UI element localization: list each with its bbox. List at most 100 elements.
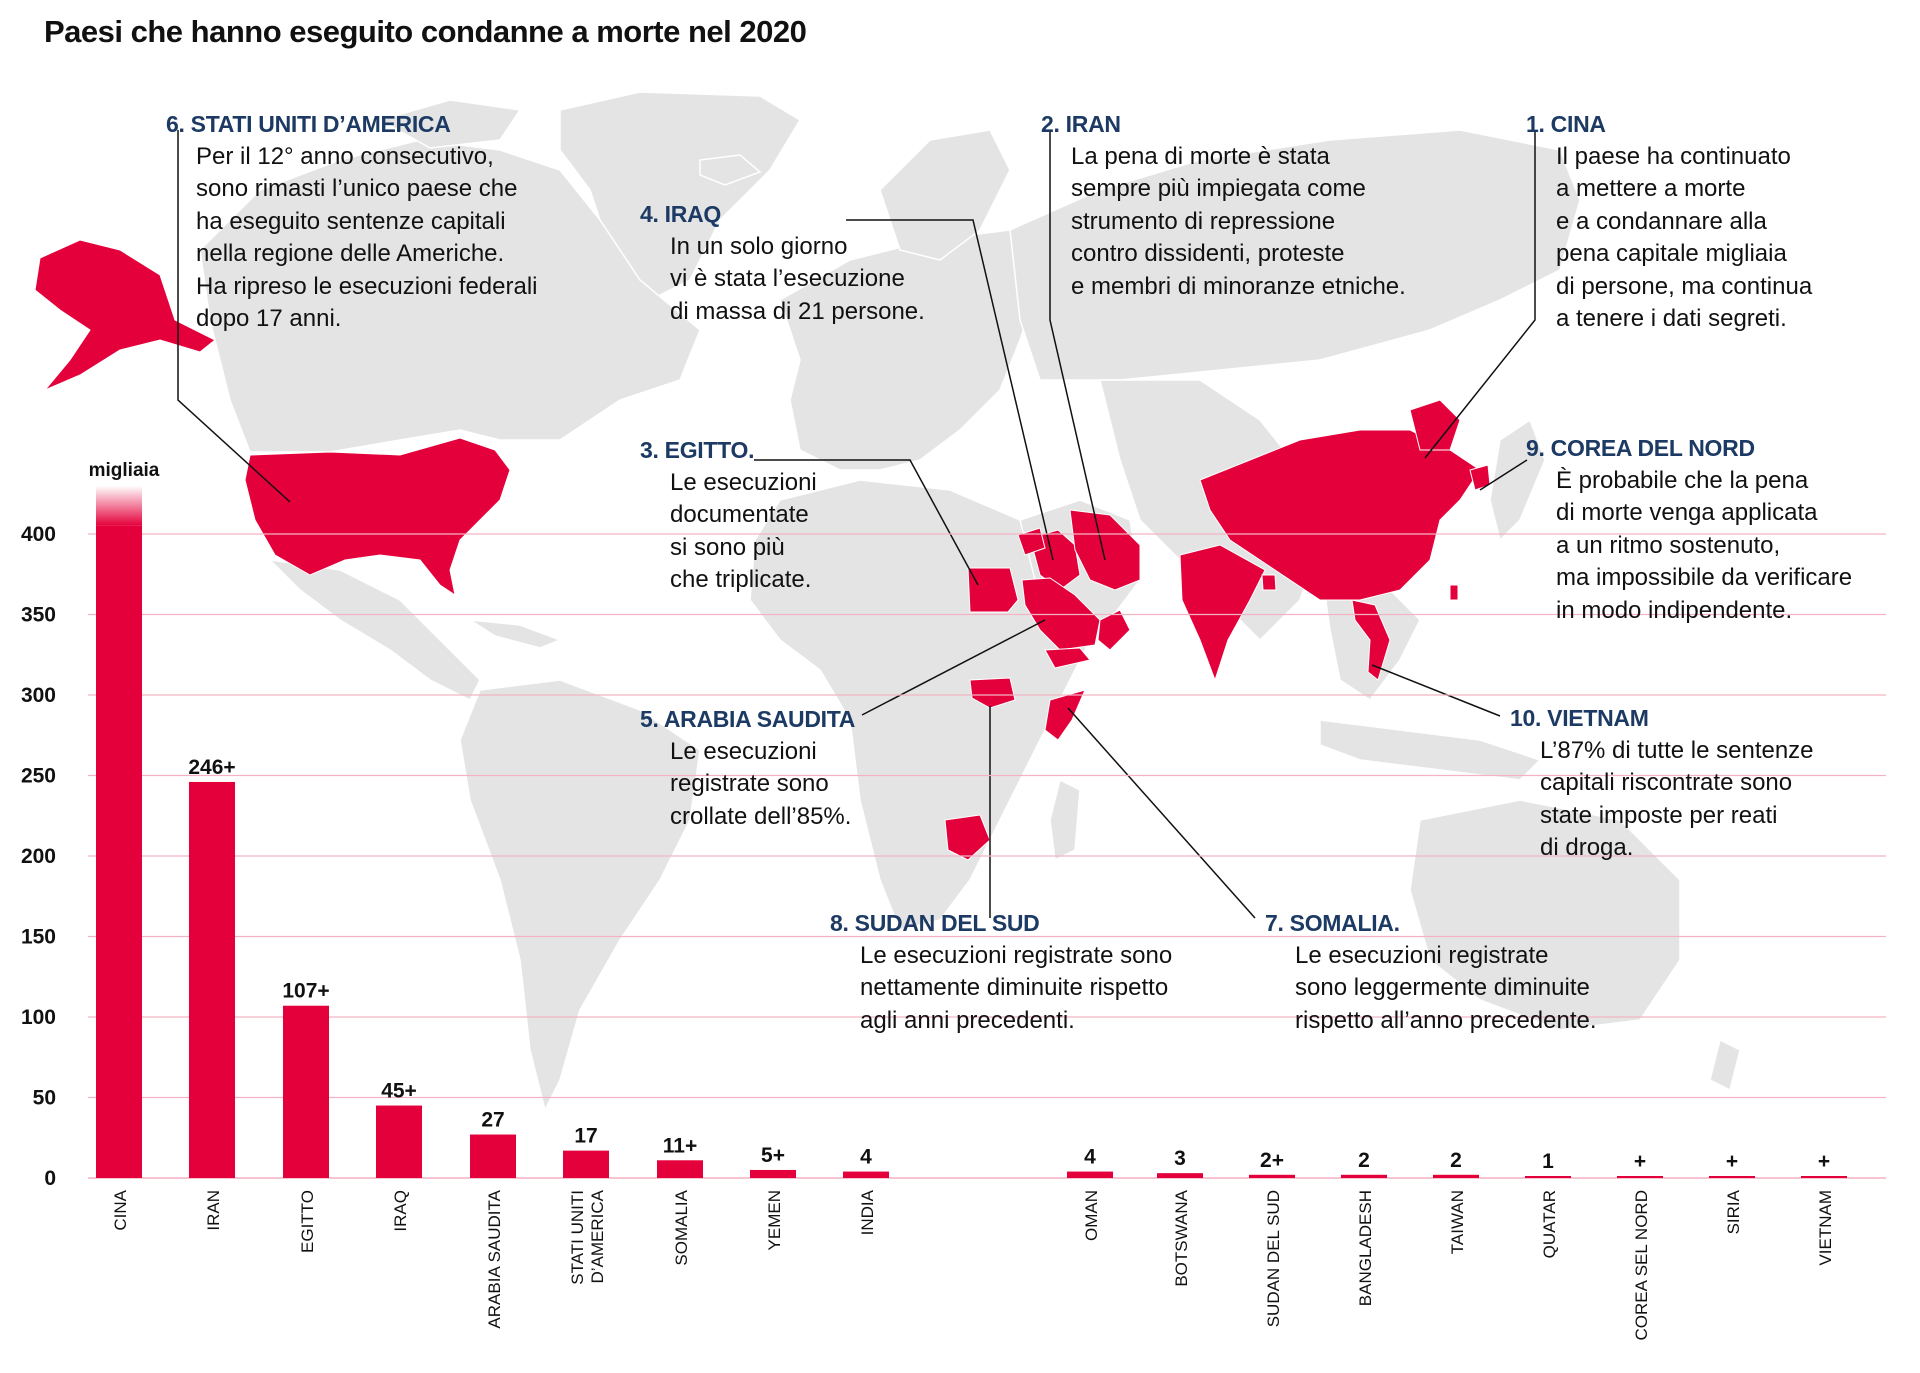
bar (1617, 1176, 1663, 1178)
map-yemen (1044, 647, 1091, 669)
bar (1433, 1174, 1479, 1178)
map-iran (1069, 509, 1141, 591)
y-axis-ticks: 0 50 100 150 200 250 300 350 400 (21, 523, 56, 1190)
annotation-heading: 6. STATI UNITI D’AMERICA (166, 111, 451, 137)
leader-iran (1049, 130, 1106, 561)
bar-value-label: 107+ (282, 980, 329, 1003)
annotation-text: In un solo giorno vi è stata l’esecuzion… (670, 232, 925, 325)
map-manchuria (1409, 399, 1461, 451)
map-alaska (34, 239, 216, 391)
x-tick-label: BANGLADESH (1356, 1190, 1375, 1306)
map-iceland (699, 154, 762, 186)
map-taiwan (1449, 584, 1459, 601)
leader-vietnam (1371, 664, 1501, 717)
bar (1157, 1173, 1203, 1178)
x-tick-label: CINA (111, 1189, 130, 1230)
bar (376, 1105, 422, 1178)
leader-corea (1479, 459, 1528, 491)
annotation-text: Le esecuzioni registrate sono crollate d… (670, 737, 852, 830)
y-tick-label: 300 (21, 684, 56, 707)
x-tick-label: COREA SEL NORD (1632, 1190, 1651, 1341)
x-tick-label: SOMALIA (672, 1189, 691, 1265)
x-tick-label: IRAN (204, 1190, 223, 1231)
bar (1341, 1174, 1387, 1178)
page-title: Paesi che hanno eseguito condanne a mort… (44, 14, 807, 49)
annotation-sudan: 8. SUDAN DEL SUD Le esecuzioni registrat… (830, 907, 1172, 1037)
y-tick-label: 50 (33, 1087, 56, 1110)
bar-overflow-fade (96, 485, 142, 526)
x-tick-label: EGITTO (298, 1190, 317, 1253)
bar-value-labels: 246+ 107+ 45+ 27 17 11+ 5+ 4 4 3 2+ 2 2 1 + + + (188, 756, 1830, 1173)
y-axis-label: migliaia (89, 460, 160, 481)
annotation-text: Le esecuzioni registrate sono nettamente… (860, 941, 1173, 1034)
bar-value-label: + (1634, 1150, 1646, 1173)
bar (1249, 1174, 1295, 1178)
annotation-usa: 6. STATI UNITI D’AMERICA Per il 12° anno… (166, 108, 538, 336)
map-syria (1017, 527, 1046, 556)
annotation-text: La pena di morte è stata sempre più impi… (1071, 142, 1406, 300)
annotation-text: Le esecuzioni documentate si sono più ch… (670, 468, 817, 594)
x-tick-label: BOTSWANA (1172, 1189, 1191, 1286)
bar (1801, 1176, 1847, 1178)
map-north-korea (1469, 464, 1491, 491)
annotation-iraq: 4. IRAQ In un solo giorno vi è stata l’e… (640, 198, 925, 328)
y-tick-label: 0 (44, 1167, 56, 1190)
map-madagascar (1049, 778, 1081, 862)
annotation-arabia: 5. ARABIA SAUDITA Le esecuzioni registra… (640, 703, 855, 833)
annotation-heading: 3. EGITTO. (640, 437, 755, 463)
x-tick-label: STATI UNITID’AMERICA (568, 1189, 607, 1284)
map-caribbean (469, 619, 563, 649)
annotation-text: È probabile che la pena di morte venga a… (1556, 466, 1853, 624)
bar (283, 1005, 329, 1178)
leader-arabia (861, 619, 1046, 716)
annotation-text: L’87% di tutte le sentenze capitali risc… (1540, 736, 1814, 862)
bar-value-label: 4 (1084, 1146, 1096, 1169)
chart-bars (96, 485, 1847, 1178)
bar-value-label: 2+ (1260, 1149, 1284, 1172)
map-south-america (459, 679, 701, 1113)
bar-value-label: 2 (1358, 1149, 1370, 1172)
x-tick-label: ARABIA SAUDITA (485, 1189, 504, 1328)
annotation-egitto: 3. EGITTO. Le esecuzioni documentate si … (640, 434, 817, 597)
bar (657, 1160, 703, 1178)
leader-somalia (1067, 707, 1256, 919)
bar-value-label: + (1818, 1150, 1830, 1173)
annotation-text: Le esecuzioni registrate sono leggerment… (1295, 941, 1597, 1034)
bar (1067, 1171, 1113, 1178)
bar-value-label: 5+ (761, 1144, 785, 1167)
map-vietnam (1351, 599, 1391, 681)
bar-value-label: 45+ (381, 1080, 417, 1103)
bar-value-label: 27 (481, 1109, 504, 1132)
x-tick-label: INDIA (858, 1189, 877, 1235)
annotation-heading: 1. CINA (1526, 111, 1606, 137)
annotation-heading: 7. SOMALIA. (1265, 910, 1400, 936)
world-map (199, 91, 1741, 1113)
annotation-heading: 10. VIETNAM (1510, 705, 1649, 731)
x-tick-label: YEMEN (765, 1190, 784, 1250)
map-scandinavia (879, 129, 1011, 261)
x-tick-label: SUDAN DEL SUD (1264, 1190, 1283, 1327)
annotation-vietnam: 10. VIETNAM L’87% di tutte le sentenze c… (1510, 702, 1814, 865)
bar-value-label: 4 (860, 1146, 872, 1169)
annotation-cina: 1. CINA Il paese ha continuato a mettere… (1526, 108, 1812, 336)
bar (1525, 1176, 1571, 1178)
annotation-heading: 9. COREA DEL NORD (1526, 435, 1755, 461)
bar (1709, 1176, 1755, 1178)
annotation-heading: 2. IRAN (1041, 111, 1121, 137)
map-botswana (944, 814, 991, 861)
bar-value-label: 3 (1174, 1147, 1186, 1170)
x-tick-label: QUATAR (1540, 1190, 1559, 1258)
bar (96, 525, 142, 1178)
leader-lines (177, 130, 1536, 919)
annotation-text: Il paese ha continuato a mettere a morte… (1556, 142, 1813, 333)
map-central-america (267, 558, 481, 702)
y-tick-label: 150 (21, 926, 56, 949)
x-tick-label: VIETNAM (1816, 1190, 1835, 1266)
annotation-text: Per il 12° anno consecutivo, sono rimast… (196, 142, 538, 333)
x-tick-label: SIRIA (1724, 1189, 1743, 1234)
x-tick-label: OMAN (1082, 1190, 1101, 1241)
annotation-heading: 8. SUDAN DEL SUD (830, 910, 1040, 936)
annotation-somalia: 7. SOMALIA. Le esecuzioni registrate son… (1265, 907, 1597, 1037)
